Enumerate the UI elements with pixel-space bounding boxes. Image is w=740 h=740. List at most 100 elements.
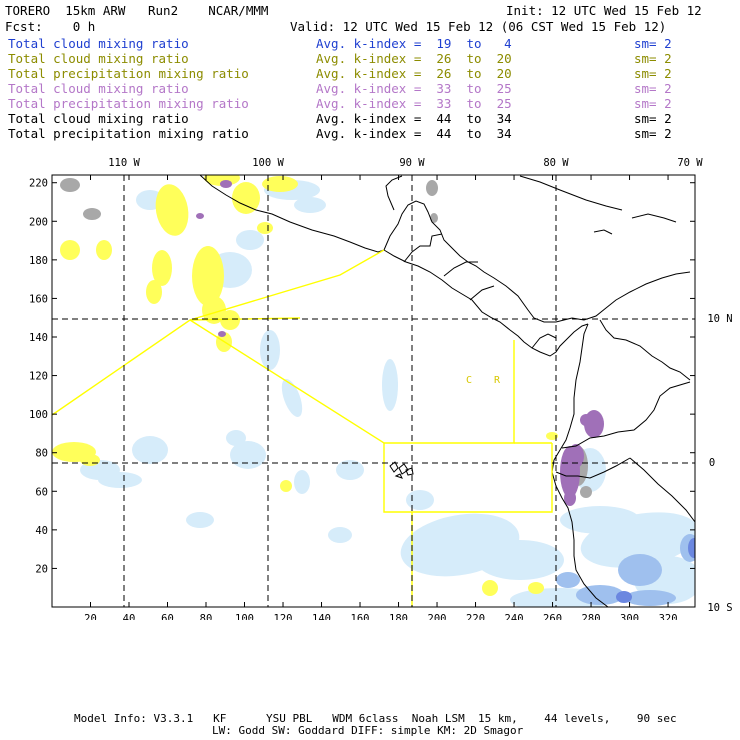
light-blue-cloud (336, 460, 364, 480)
legend-row: Total precipitation mixing ratio Avg. k-i… (8, 96, 728, 111)
gray-cloud (426, 180, 438, 196)
y-tick-label: 160 (29, 293, 48, 305)
x-tick-label: 260 (543, 613, 562, 620)
gray-cloud (60, 178, 80, 192)
border-colombia-ecuador (561, 431, 619, 449)
x-tick-label: 300 (620, 613, 639, 620)
coastline-yucatan (385, 175, 403, 211)
legend-smoothing: sm= 2 (634, 126, 672, 141)
y-tick-label: 40 (35, 525, 48, 537)
x-tick-label: 40 (123, 613, 136, 620)
lon-label: 100 W (252, 157, 284, 169)
lat-label: 10 S (707, 602, 732, 614)
light-blue-cloud (281, 379, 303, 417)
graticule (52, 175, 695, 607)
x-tick-label: 60 (161, 613, 174, 620)
lat-label: 0 (709, 457, 715, 469)
yellow-cloud (96, 240, 112, 260)
legend-row: Total cloud mixing ratio Avg. k-index = 2… (8, 51, 728, 66)
light-blue-cloud (328, 527, 352, 543)
legend-kindex: Avg. k-index = 44 to 34 (316, 111, 512, 126)
border-colombia-venezuela (599, 319, 691, 381)
lat-label: 10 N (707, 313, 732, 325)
y-tick-label: 200 (29, 216, 48, 228)
galapagos-islands (389, 461, 414, 479)
model-info-line1: Model Info: V3.3.1 KF YSU PBL WDM 6class… (74, 712, 677, 725)
dark-blue-cloud (616, 591, 632, 603)
light-blue-cloud (236, 230, 264, 250)
yellow-cloud (152, 250, 172, 286)
x-tick-label: 20 (84, 613, 97, 620)
legend-smoothing: sm= 2 (634, 51, 672, 66)
x-tick-label: 320 (659, 613, 678, 620)
y-tick-label: 100 (29, 409, 48, 421)
legend-field-label: Total cloud mixing ratio (8, 81, 189, 96)
border-guatemala (403, 233, 443, 263)
blue-cloud (618, 554, 662, 586)
coastline-caribbean (571, 271, 691, 321)
cloud-field-yellow (52, 175, 558, 596)
legend-field-label: Total cloud mixing ratio (8, 111, 189, 126)
light-blue-cloud (294, 197, 326, 213)
legend-smoothing: sm= 2 (634, 111, 672, 126)
yellow-cloud (257, 222, 273, 234)
purple-cloud (218, 331, 226, 337)
yellow-cloud (262, 176, 298, 192)
gray-cloud (580, 486, 592, 498)
light-blue-cloud (382, 359, 398, 411)
map-panel: 20 40 60 80 100 120 140 160 180 200 220 20 40 60 80 100… (29, 157, 733, 620)
y-tick-label: 20 (35, 563, 48, 575)
coastline-central-america (383, 249, 589, 357)
lon-label: 70 W (677, 157, 703, 169)
legend-smoothing: sm= 2 (634, 96, 672, 111)
border-nicaragua (469, 285, 495, 301)
legend-kindex: Avg. k-index = 26 to 20 (316, 51, 512, 66)
yellow-cloud (280, 480, 292, 492)
legend-kindex: Avg. k-index = 19 to 4 (316, 36, 512, 51)
lon-label: 90 W (399, 157, 425, 169)
yellow-cloud (202, 296, 226, 324)
light-blue-cloud (230, 441, 266, 469)
plot-frame (51, 174, 696, 608)
x-tick-label: 140 (312, 613, 331, 620)
legend-smoothing: sm= 2 (634, 81, 672, 96)
border-ecuador-peru (555, 457, 631, 479)
cloud-field-blue (556, 534, 695, 606)
yellow-cloud (155, 184, 189, 236)
coastline-mexico (199, 175, 385, 253)
x-tick-label: 120 (274, 613, 293, 620)
axis-tick-labels: 20 40 60 80 100 120 140 160 180 200 220 20 40 60 80 100… (29, 157, 733, 620)
light-blue-cloud (186, 512, 214, 528)
purple-cloud (564, 490, 576, 506)
x-tick-label: 160 (351, 613, 370, 620)
valid-time: Valid: 12 UTC Wed 15 Feb 12 (06 CST Wed … (290, 19, 667, 34)
legend-kindex: Avg. k-index = 33 to 25 (316, 81, 512, 96)
legend-row: Total precipitation mixing ratio Avg. k-i… (8, 126, 728, 141)
yellow-cloud (60, 240, 80, 260)
region-label-c: C (466, 375, 472, 386)
blue-cloud (556, 572, 580, 588)
coastlines (199, 175, 695, 607)
light-blue-cloud (476, 540, 564, 580)
legend-kindex: Avg. k-index = 26 to 20 (316, 66, 512, 81)
yellow-cloud (192, 246, 224, 306)
legend-field-label: Total precipitation mixing ratio (8, 96, 249, 111)
legend-row: Total cloud mixing ratio Avg. k-index = 1… (8, 36, 728, 51)
axis-ticks (52, 175, 695, 607)
x-tick-label: 200 (428, 613, 447, 620)
legend-kindex: Avg. k-index = 44 to 34 (316, 126, 512, 141)
y-tick-label: 80 (35, 448, 48, 460)
legend-field-label: Total precipitation mixing ratio (8, 66, 249, 81)
legend-field-label: Total precipitation mixing ratio (8, 126, 249, 141)
blue-cloud (576, 585, 624, 605)
light-blue-cloud (260, 330, 280, 370)
light-blue-cloud (226, 430, 246, 446)
init-time: Init: 12 UTC Wed 15 Feb 12 (506, 3, 702, 18)
dark-blue-cloud (688, 538, 695, 558)
x-tick-label: 180 (389, 613, 408, 620)
light-blue-cloud (580, 512, 695, 568)
y-tick-label: 140 (29, 332, 48, 344)
yellow-cloud (146, 280, 162, 304)
legend-row: Total cloud mixing ratio Avg. k-index = 4… (8, 111, 728, 126)
light-blue-cloud (294, 470, 310, 494)
